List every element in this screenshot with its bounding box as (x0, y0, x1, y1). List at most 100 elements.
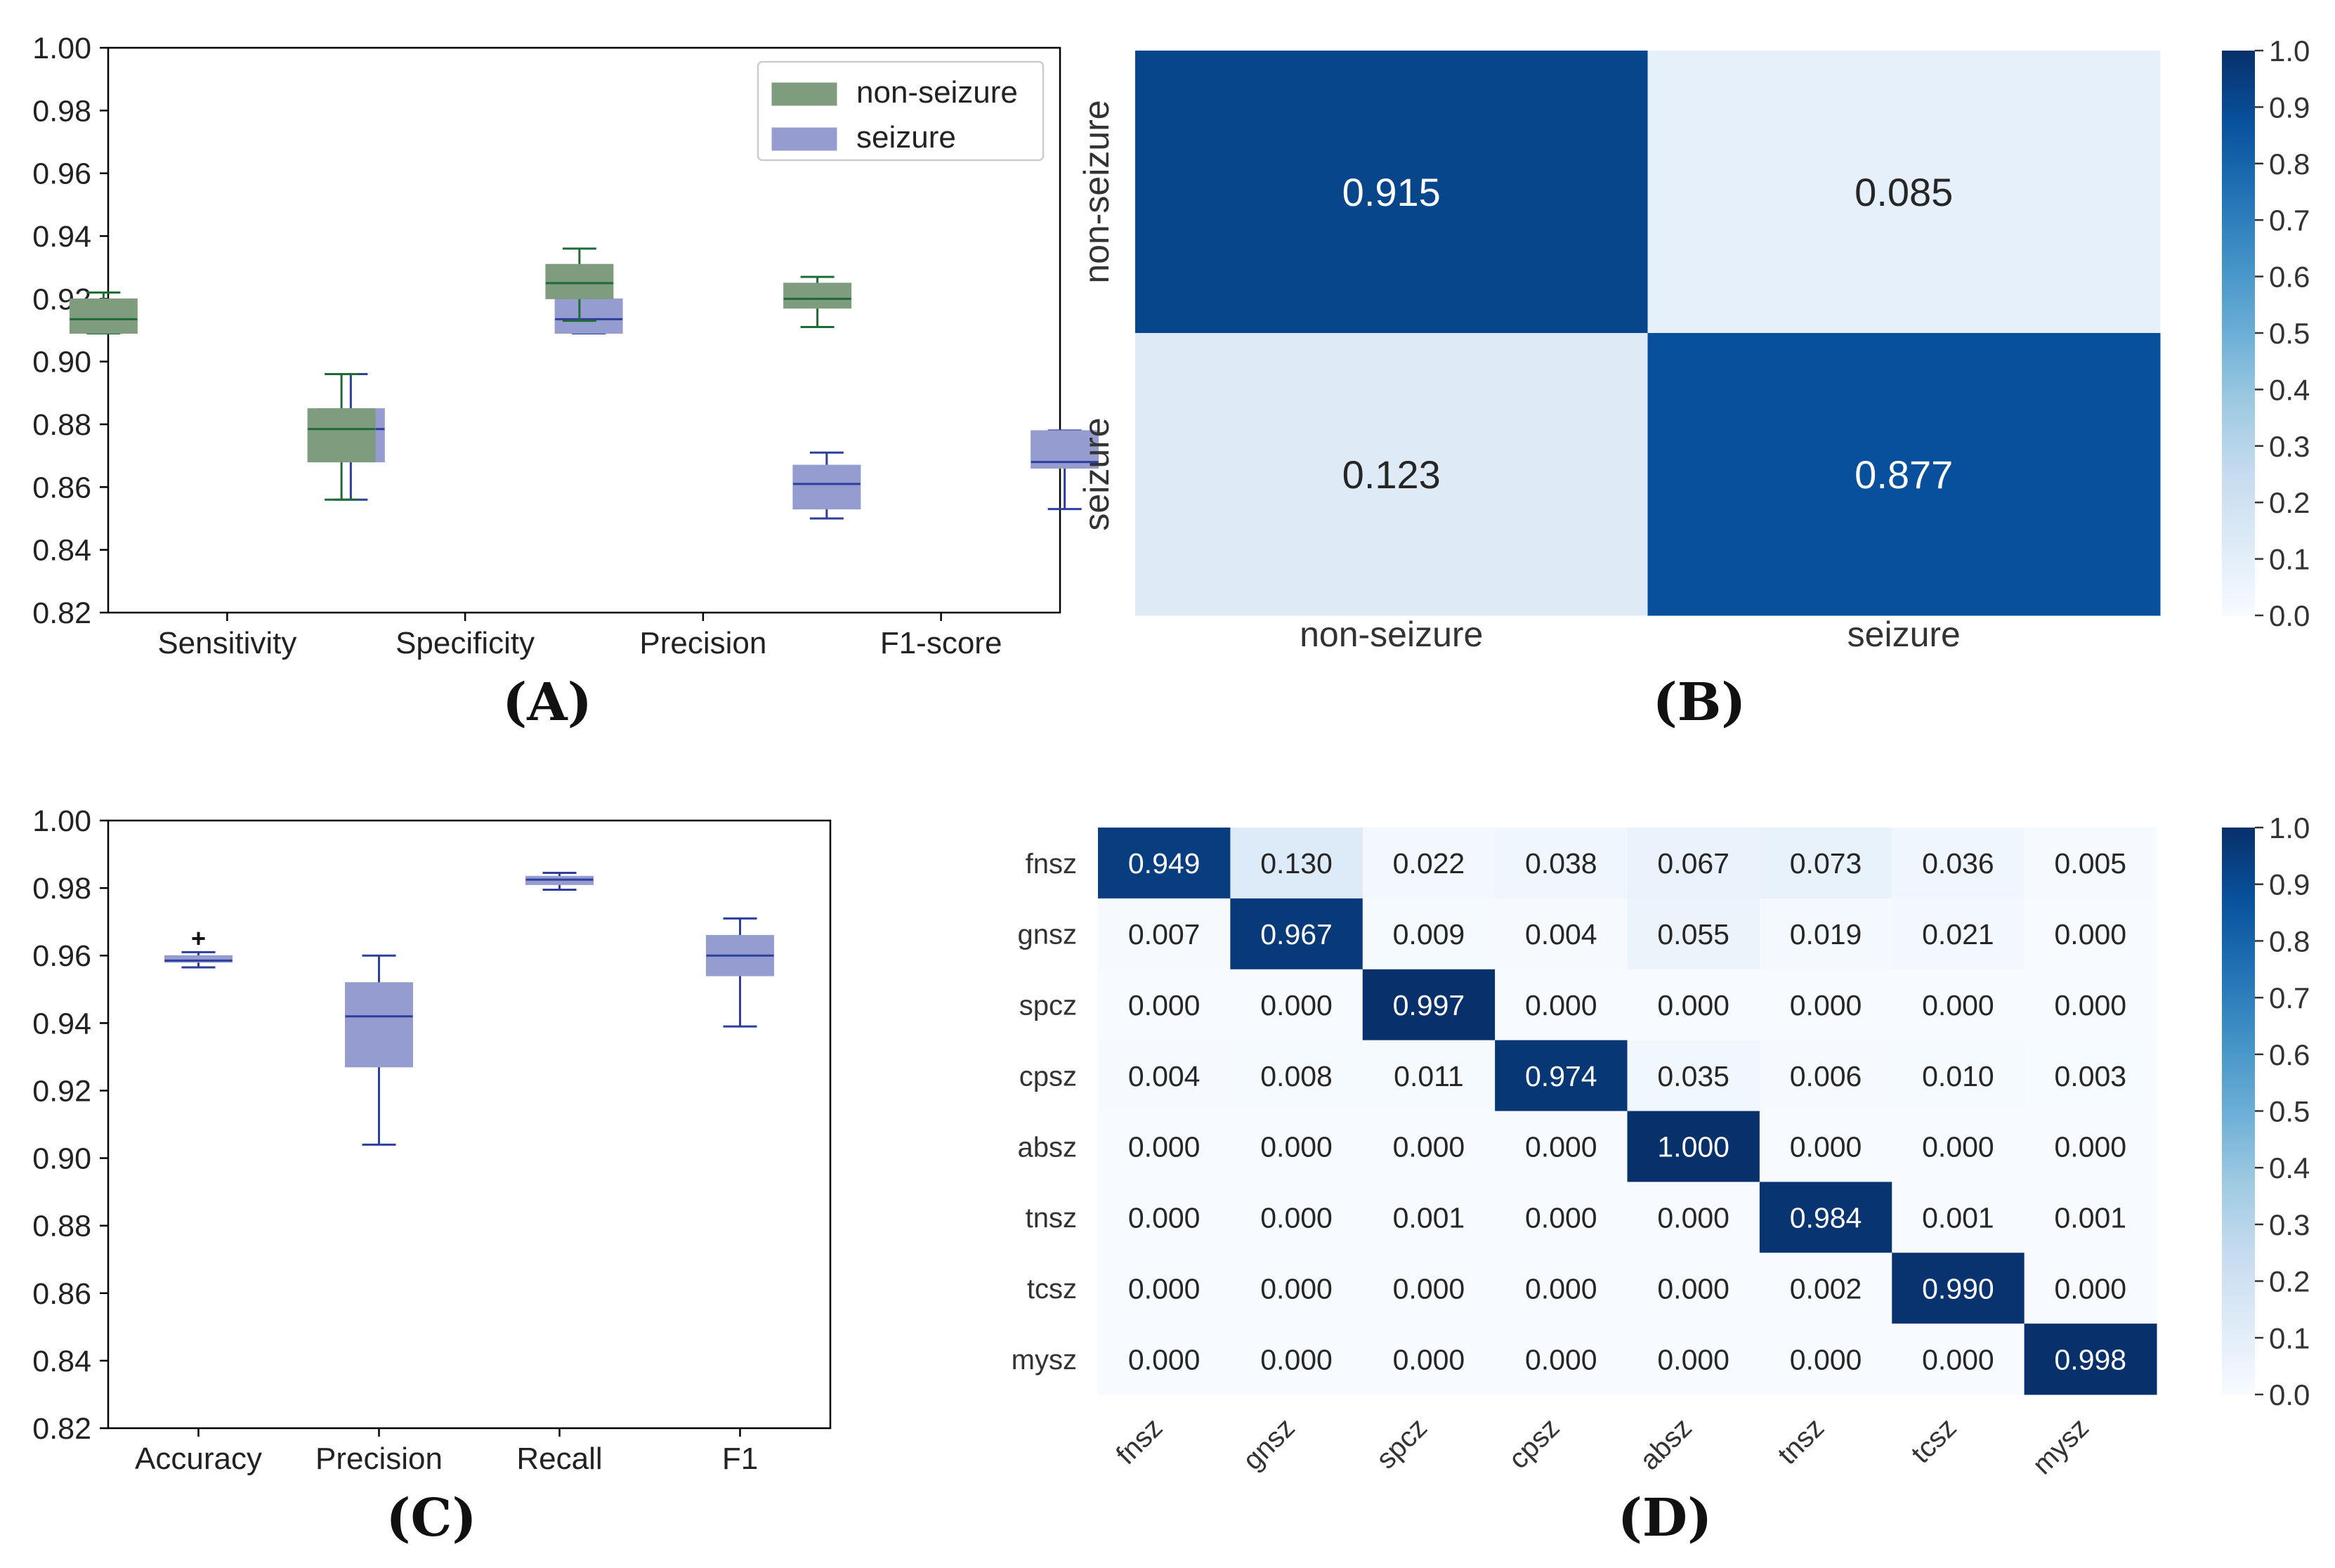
heatmap-cell-label: 0.019 (1790, 918, 1862, 950)
heatmap-cell (1759, 1040, 1892, 1111)
colorbar-tick-label: 0.7 (2269, 981, 2310, 1014)
heatmap-cell (1892, 1111, 2025, 1182)
heatmap-cell (2024, 1111, 2157, 1182)
heatmap-cell (1647, 333, 2161, 616)
heatmap-cell (1892, 1182, 2025, 1253)
heatmap-cell (1892, 969, 2025, 1041)
y-tick-label: 0.84 (32, 1345, 91, 1378)
col-label: fnsz (1111, 1412, 1169, 1470)
heatmap-cell-label: 0.997 (1393, 989, 1465, 1021)
heatmap-cell (1135, 333, 1648, 616)
box-iqr (554, 298, 623, 334)
heatmap-cell-label: 0.000 (1525, 1272, 1597, 1305)
heatmap-cell-label: 0.000 (2055, 989, 2127, 1021)
colorbar (2222, 828, 2255, 1394)
box-seizure-precision (345, 954, 413, 1146)
y-tick-label: 0.86 (32, 471, 91, 504)
heatmap-cell-label: 0.000 (1393, 1272, 1465, 1305)
heatmap-cell-label: 0.006 (1790, 1060, 1862, 1092)
heatmap-cell-label: 0.000 (1260, 1272, 1333, 1305)
panel-label-d: (D) (1618, 1488, 1712, 1548)
y-tick-label: 0.90 (32, 1142, 91, 1176)
heatmap-cell (2024, 828, 2157, 899)
box-non-seizure-f1-score (783, 275, 852, 329)
row-label: gnsz (1018, 920, 1078, 950)
legend-swatch (771, 82, 837, 106)
heatmap-cell-label: 0.967 (1260, 918, 1333, 950)
box-iqr (783, 282, 852, 309)
heatmap-cell (2024, 1253, 2157, 1324)
heatmap-cell-label: 0.000 (1128, 1131, 1201, 1163)
heatmap-cell-label: 0.000 (1128, 1202, 1201, 1234)
heatmap-cell (1627, 969, 1760, 1041)
heatmap-cell-label: 0.000 (1922, 1131, 1994, 1163)
heatmap-cell-label: 0.002 (1790, 1272, 1862, 1305)
row-label: mysz (1012, 1345, 1077, 1376)
heatmap-cell (1627, 1182, 1760, 1253)
col-label: tcsz (1905, 1412, 1962, 1469)
col-label: cpsz (1503, 1412, 1565, 1475)
colorbar-tick-label: 0.9 (2269, 91, 2310, 124)
box-non-seizure-specificity (307, 373, 376, 501)
heatmap-cell-label: 0.000 (1657, 1272, 1729, 1305)
box-non-seizure-precision (545, 247, 614, 322)
colorbar (2222, 51, 2255, 615)
heatmap-cell (1362, 1253, 1496, 1324)
colorbar-tick-label: 1.0 (2269, 34, 2310, 67)
heatmap-cell-label: 0.000 (1790, 1131, 1862, 1163)
y-tick-label: 0.94 (32, 1007, 91, 1040)
heatmap-cell-label: 0.009 (1393, 918, 1465, 950)
heatmap-cell-label: 0.000 (1922, 989, 1994, 1021)
heatmap-cell (1495, 1182, 1628, 1253)
heatmap-cell (1362, 828, 1496, 899)
heatmap-cell (1362, 898, 1496, 970)
x-tick-label: Precision (315, 1442, 443, 1476)
heatmap-cell (1759, 1253, 1892, 1324)
heatmap-cell (1759, 828, 1892, 899)
row-label: fnsz (1026, 849, 1077, 880)
plot-frame (107, 819, 832, 1430)
heatmap-cell-label: 0.004 (1525, 918, 1597, 950)
heatmap-cell-label: 0.038 (1525, 847, 1597, 880)
heatmap-cell-label: 0.022 (1393, 847, 1465, 880)
heatmap-cell (1892, 898, 2025, 970)
heatmap-cell-label: 0.000 (1525, 1343, 1597, 1376)
y-tick-label: 0.90 (32, 346, 91, 379)
colorbar-tick-label: 1.0 (2269, 811, 2310, 844)
heatmap-cell-label: 0.011 (1394, 1060, 1464, 1092)
panel-b-heatmap: 0.915 0.085 0.123 0.877 non-seizure seizure no… (1077, 34, 2310, 654)
heatmap-cell (1362, 969, 1496, 1041)
heatmap-cell (1759, 898, 1892, 970)
x-tick-label: Recall (516, 1442, 602, 1476)
heatmap-cell-label: 0.021 (1922, 918, 1994, 950)
box-iqr (307, 408, 376, 463)
heatmap-cell-label: 0.000 (1260, 1343, 1333, 1376)
row-label: cpsz (1019, 1061, 1077, 1092)
heatmap-cell-label: 0.000 (1525, 989, 1597, 1021)
heatmap-cell (2024, 1040, 2157, 1111)
heatmap-cell-label: 0.000 (1260, 1202, 1333, 1234)
box-seizure-specificity (554, 291, 623, 334)
heatmap-cell-label: 0.008 (1260, 1060, 1333, 1092)
y-tick-label: 0.98 (32, 94, 91, 128)
heatmap-cell (1230, 898, 1363, 970)
box-seizure-accuracy: + (164, 924, 233, 969)
colorbar-tick-label: 0.5 (2269, 1095, 2310, 1128)
box-seizure-f1 (706, 917, 774, 1028)
heatmap-cell (1098, 1111, 1231, 1182)
heatmap-cell (1098, 1253, 1231, 1324)
heatmap-cell-label: 0.877 (1855, 452, 1953, 497)
heatmap-cell (1759, 969, 1892, 1041)
heatmap-cell (1495, 1111, 1628, 1182)
col-label: spcz (1371, 1412, 1433, 1475)
col-label: mysz (2027, 1412, 2095, 1480)
heatmap-cell (1362, 1182, 1496, 1253)
heatmap-cell (1230, 1040, 1363, 1111)
heatmap-cell-label: 0.035 (1657, 1060, 1729, 1092)
heatmap-cell-label: 0.000 (1393, 1343, 1465, 1376)
row-label: tnsz (1026, 1203, 1077, 1234)
heatmap-cell (1230, 828, 1363, 899)
col-label: absz (1634, 1412, 1698, 1476)
heatmap-cell-label: 0.067 (1657, 847, 1729, 880)
